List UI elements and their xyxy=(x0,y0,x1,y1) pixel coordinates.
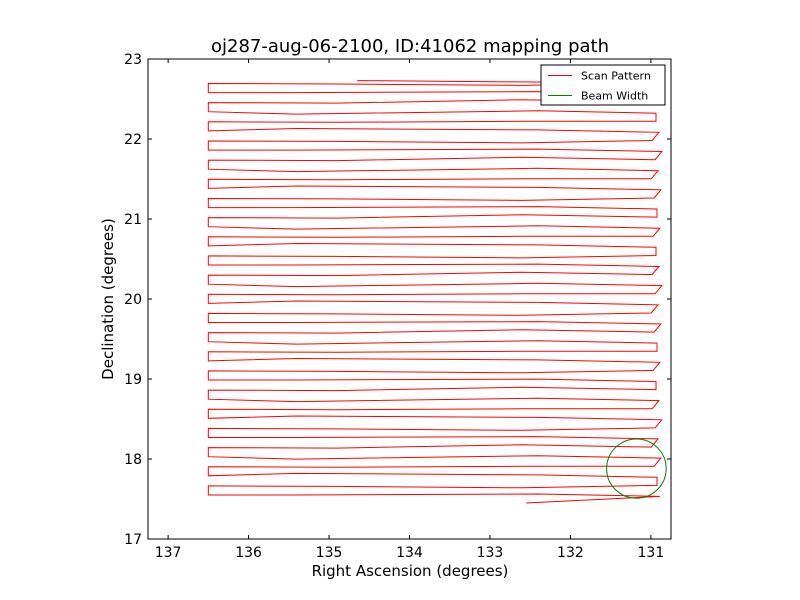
y-axis-label: Declination (degrees) xyxy=(99,218,117,380)
x-tick-label: 136 xyxy=(235,545,262,561)
y-tick-label: 23 xyxy=(124,52,142,68)
x-tick-label: 131 xyxy=(638,545,665,561)
chart-title: oj287-aug-06-2100, ID:41062 mapping path xyxy=(211,36,609,57)
y-tick-label: 17 xyxy=(124,532,142,548)
x-tick-label: 137 xyxy=(155,545,182,561)
x-axis-label: Right Ascension (degrees) xyxy=(312,562,509,580)
beam-width-series xyxy=(606,438,667,499)
x-tick-label: 134 xyxy=(396,545,423,561)
scan-pattern-series xyxy=(207,80,663,504)
y-tick-label: 21 xyxy=(124,212,142,228)
y-tick-label: 20 xyxy=(124,292,142,308)
legend-box xyxy=(540,64,666,106)
x-axis: 137 136 135 134 133 132 131 xyxy=(155,59,665,561)
plot-area xyxy=(207,80,667,504)
y-axis: 17 18 19 20 21 22 23 xyxy=(124,52,671,548)
legend: Scan Pattern Beam Width xyxy=(540,64,666,106)
legend-label-scan-pattern: Scan Pattern xyxy=(581,70,651,83)
y-tick-label: 19 xyxy=(124,372,142,388)
x-tick-label: 132 xyxy=(557,545,584,561)
x-tick-label: 133 xyxy=(477,545,504,561)
y-tick-label: 18 xyxy=(124,452,142,468)
scan-pattern-line xyxy=(207,80,663,504)
x-tick-label: 135 xyxy=(316,545,343,561)
legend-label-beam-width: Beam Width xyxy=(581,90,648,103)
beam-width-circle xyxy=(606,438,667,499)
y-tick-label: 22 xyxy=(124,132,142,148)
